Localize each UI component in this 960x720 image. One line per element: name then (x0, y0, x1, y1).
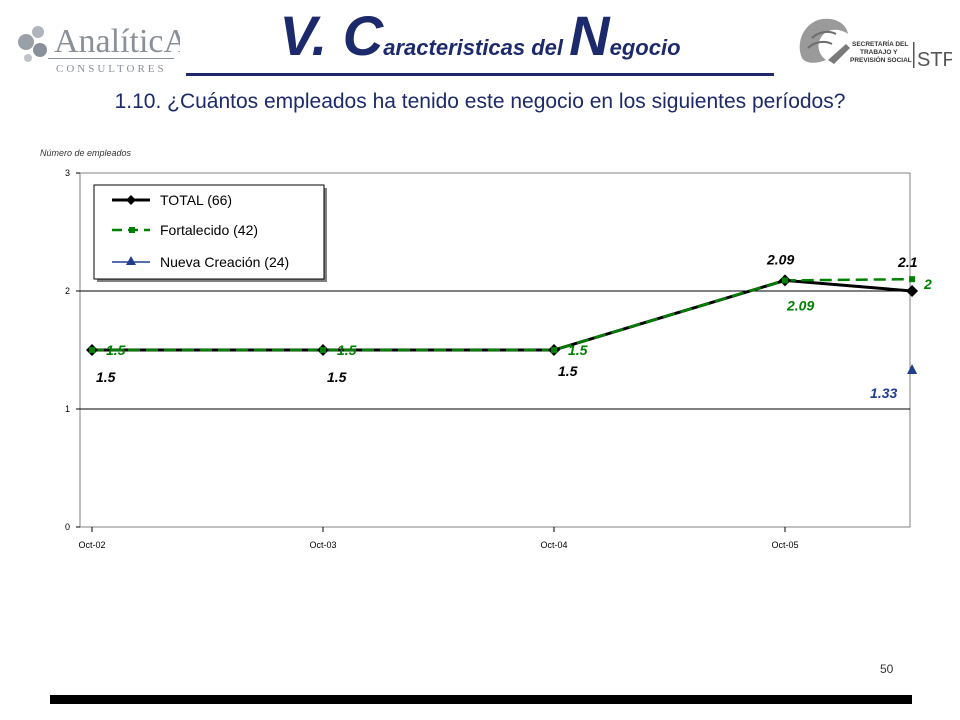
marker-fortalecido (909, 276, 916, 283)
data-label-fortalecido: 2 (923, 276, 932, 292)
y-tick-label: 3 (65, 168, 70, 178)
legend-marker-fortalecido (129, 227, 135, 233)
x-tick-label: Oct-05 (771, 540, 798, 550)
y-tick-label: 1 (65, 404, 70, 414)
logo-subtitle: CONSULTORES (56, 63, 167, 75)
x-tick-label: Oct-02 (78, 540, 105, 550)
marker-fortalecido (89, 347, 95, 353)
eagle-emblem-icon (799, 18, 850, 64)
data-label-fortalecido: 2.09 (786, 297, 814, 313)
data-label-fortalecido: 1.5 (106, 342, 126, 358)
legend-marker-total (126, 195, 136, 205)
stps-brand: STPS (917, 49, 952, 71)
data-label-total: 1.5 (327, 369, 347, 385)
y-tick-label: 2 (65, 286, 70, 296)
x-tick-label: Oct-04 (540, 540, 567, 550)
data-label-total: 1.5 (96, 369, 116, 385)
slide-title: V. Caracteristicas del Negocio (279, 4, 681, 67)
marker-nueva (907, 364, 918, 375)
page-number: 50 (880, 662, 894, 676)
marker-fortalecido (782, 277, 788, 284)
y-axis-label: Número de empleados (40, 148, 132, 158)
title-underline (186, 73, 774, 76)
legend-label: TOTAL (66) (160, 192, 232, 208)
data-label-total: 2.09 (766, 251, 794, 267)
data-label-total: 1.5 (558, 363, 578, 379)
data-label-fortalecido: 1.5 (337, 342, 357, 358)
legend-label: Fortalecido (42) (160, 222, 258, 238)
logo-name: AnalíticA (54, 23, 180, 60)
data-label-fortalecido: 1.5 (568, 342, 588, 358)
stps-logo: SECRETARÍA DEL TRABAJO Y PREVISIÓN SOCIA… (788, 8, 960, 78)
stps-line1: SECRETARÍA DEL (852, 39, 908, 48)
data-label-total: 2.1 (897, 254, 918, 270)
question-text: 1.10. ¿Cuántos empleados ha tenido este … (114, 90, 846, 113)
data-label-nueva: 1.33 (870, 385, 897, 401)
marker-fortalecido (320, 347, 326, 353)
footer-bar (50, 695, 912, 704)
x-tick-label: Oct-03 (309, 540, 336, 550)
y-tick-label: 0 (65, 522, 70, 532)
analitica-logo: AnalíticA CONSULTORES (10, 8, 189, 78)
marker-fortalecido (551, 347, 557, 353)
legend-marker-nueva (126, 256, 136, 265)
stps-line2: TRABAJO Y (860, 49, 898, 56)
stps-line3: PREVISIÓN SOCIAL (850, 55, 912, 64)
marker-total (906, 285, 919, 297)
legend-label: Nueva Creación (24) (160, 254, 289, 270)
